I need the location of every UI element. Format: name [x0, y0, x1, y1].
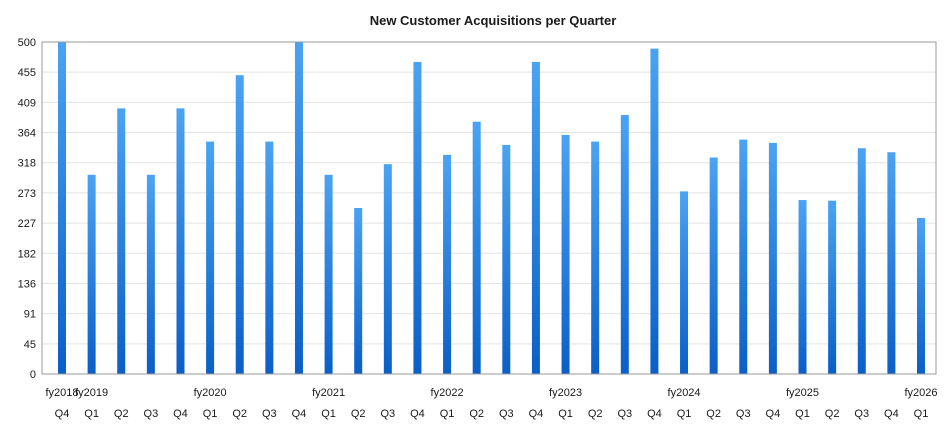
- x-fiscal-year-label: fy2018: [45, 387, 78, 399]
- bar: [117, 108, 126, 375]
- bar: [58, 42, 66, 374]
- x-quarter-label: Q4: [173, 408, 188, 420]
- y-tick-label: 182: [18, 248, 36, 260]
- x-fiscal-year-label: fy2026: [904, 387, 937, 399]
- plot-border: [41, 41, 937, 375]
- y-tick-label: 45: [24, 339, 36, 351]
- x-quarter-label: Q1: [558, 408, 573, 420]
- x-quarter-label: Q1: [914, 408, 929, 420]
- x-fiscal-year-label: fy2023: [549, 387, 582, 399]
- x-quarter-label: Q1: [84, 408, 99, 420]
- x-quarter-label: Q1: [321, 408, 336, 420]
- bar: [87, 174, 96, 374]
- x-fiscal-year-label: fy2021: [312, 387, 345, 399]
- x-quarter-label: Q1: [795, 408, 810, 420]
- bar: [265, 141, 274, 374]
- bar: [709, 157, 718, 374]
- y-tick-label: 318: [18, 158, 36, 170]
- x-quarter-label: Q2: [706, 408, 721, 420]
- x-quarter-label: Q1: [440, 408, 455, 420]
- bar: [294, 42, 303, 374]
- x-fiscal-year-label: fy2022: [431, 387, 464, 399]
- y-tick-label: 409: [18, 97, 36, 109]
- x-quarter-label: Q4: [884, 408, 899, 420]
- x-axis: fy2018 Q4 fy2019 Q1 Q2 Q3 Q4 fy2020 Q1 Q2 Q3 Q4 fy20…: [45, 387, 937, 420]
- x-quarter-label: Q1: [677, 408, 692, 420]
- bar: [413, 61, 422, 375]
- bar: [146, 174, 155, 374]
- bar: [383, 164, 392, 374]
- x-fiscal-year-label: fy2020: [194, 387, 227, 399]
- x-fiscal-year-label: fy2019: [75, 387, 108, 399]
- bar: [443, 154, 452, 374]
- bars: [58, 42, 925, 375]
- bar: [176, 108, 185, 375]
- x-quarter-label: Q2: [114, 408, 129, 420]
- y-tick-label: 136: [18, 278, 36, 290]
- x-quarter-label: Q4: [55, 408, 70, 420]
- y-tick-label: 364: [18, 128, 36, 140]
- x-quarter-label: Q3: [854, 408, 869, 420]
- bar: [591, 141, 600, 374]
- x-quarter-label: Q4: [292, 408, 307, 420]
- bar: [206, 141, 215, 374]
- y-tick-label: 455: [18, 67, 36, 79]
- bar: [828, 200, 837, 374]
- x-quarter-label: Q2: [351, 408, 366, 420]
- bar: [561, 134, 570, 374]
- bar: [531, 61, 540, 375]
- x-quarter-label: Q4: [410, 408, 425, 420]
- bar: [650, 48, 659, 374]
- x-quarter-label: Q3: [144, 408, 159, 420]
- bar: [502, 144, 511, 374]
- x-quarter-label: Q3: [736, 408, 751, 420]
- chart-title: New Customer Acquisitions per Quarter: [370, 13, 617, 28]
- bar: [354, 208, 363, 374]
- bar: [798, 200, 807, 374]
- x-fiscal-year-label: fy2025: [786, 387, 819, 399]
- x-quarter-label: Q2: [825, 408, 840, 420]
- x-quarter-label: Q1: [203, 408, 218, 420]
- x-fiscal-year-label: fy2024: [668, 387, 701, 399]
- bar: [472, 121, 481, 375]
- x-quarter-label: Q2: [469, 408, 484, 420]
- bar: [739, 139, 748, 374]
- y-tick-label: 91: [24, 309, 36, 321]
- bar: [680, 191, 689, 374]
- bar: [917, 217, 925, 374]
- x-quarter-label: Q3: [380, 408, 395, 420]
- bar: [887, 152, 896, 374]
- y-tick-label: 227: [18, 218, 36, 230]
- y-axis: 0 45 91 136 182 227 273 318 364 409 455 500: [18, 37, 36, 381]
- bar: [235, 75, 244, 374]
- x-quarter-label: Q2: [232, 408, 247, 420]
- bar: [324, 174, 333, 374]
- x-quarter-label: Q3: [262, 408, 277, 420]
- bar: [620, 115, 629, 374]
- x-quarter-label: Q4: [766, 408, 781, 420]
- x-quarter-label: Q3: [617, 408, 632, 420]
- y-tick-label: 500: [18, 37, 36, 49]
- plot-frame: [41, 41, 937, 375]
- x-quarter-label: Q2: [588, 408, 603, 420]
- x-quarter-label: Q3: [499, 408, 514, 420]
- y-tick-label: 0: [30, 369, 36, 381]
- x-quarter-label: Q4: [647, 408, 662, 420]
- y-tick-label: 273: [18, 188, 36, 200]
- bar: [857, 148, 866, 374]
- x-quarter-label: Q4: [529, 408, 544, 420]
- bar: [768, 142, 777, 374]
